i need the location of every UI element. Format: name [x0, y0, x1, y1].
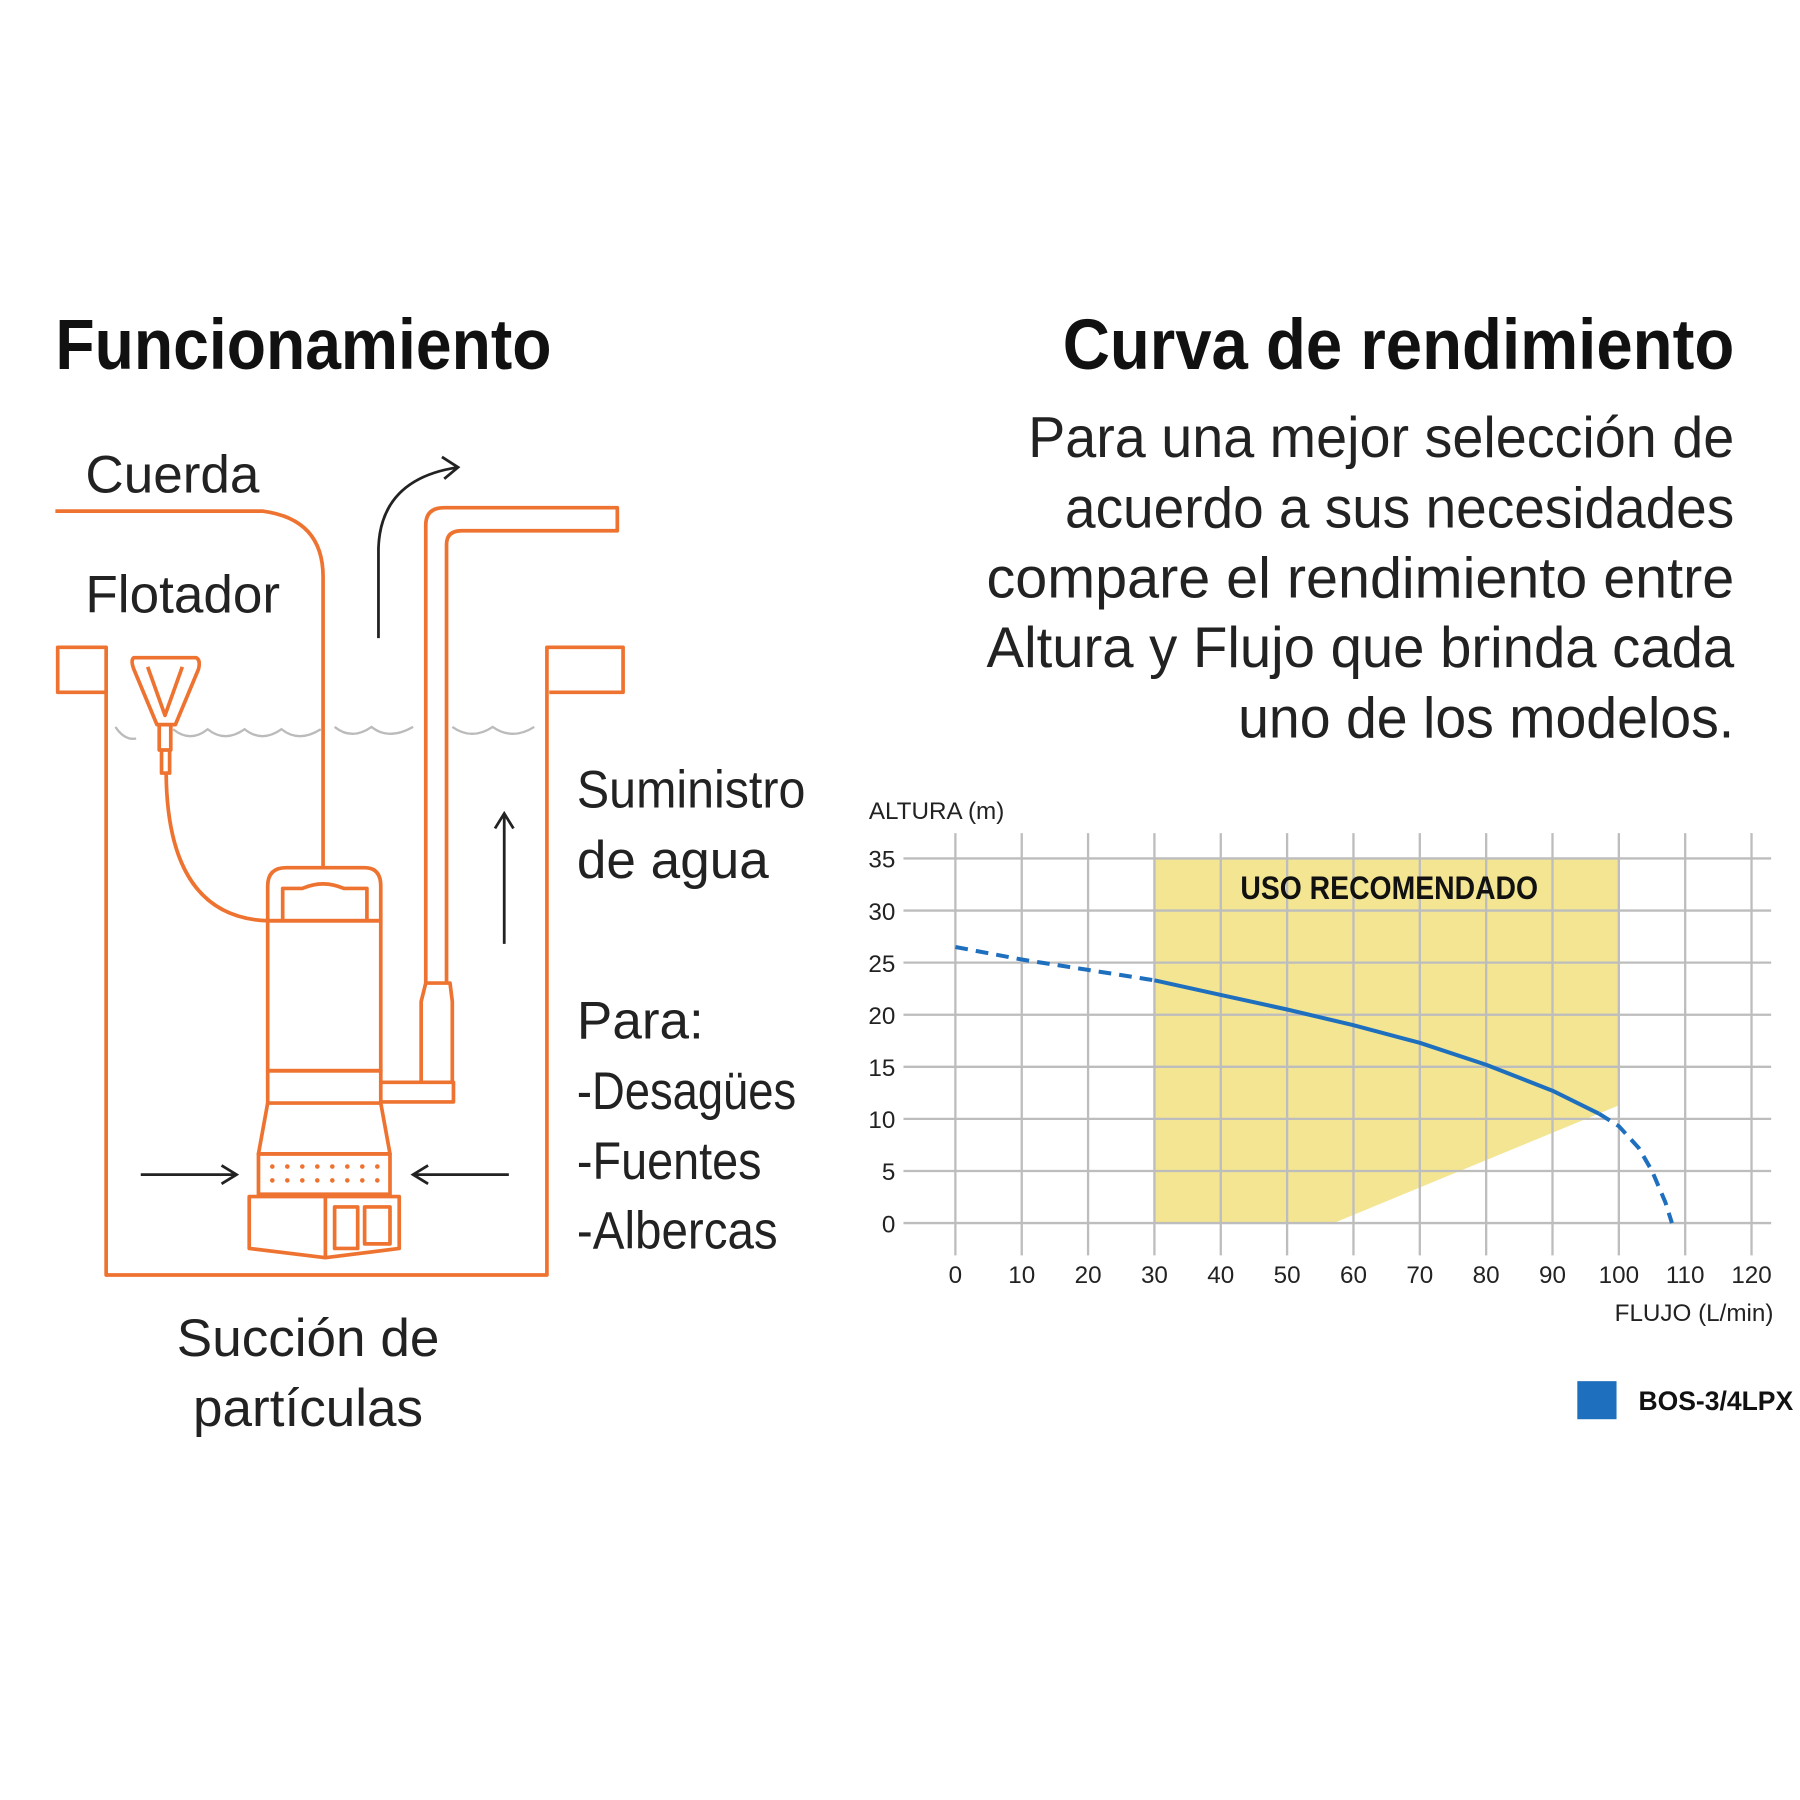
description-line: compare el rendimiento entre — [987, 547, 1735, 611]
intake-grille — [270, 1164, 380, 1183]
x-tick-label: 50 — [1274, 1262, 1301, 1289]
water-surface — [114, 725, 535, 740]
use-item: -Albercas — [577, 1201, 778, 1260]
float-stem — [157, 724, 173, 775]
description-line: Altura y Flujo que brinda cada — [987, 616, 1736, 680]
y-tick-label: 20 — [868, 1003, 895, 1030]
label-flotador: Flotador — [85, 566, 280, 625]
label-cuerda: Cuerda — [85, 446, 260, 505]
y-tick-label: 0 — [882, 1211, 895, 1238]
float-icon — [130, 655, 202, 727]
y-tick-label: 15 — [868, 1055, 895, 1082]
right-title: Curva de rendimiento — [1063, 305, 1735, 385]
x-tick-label: 100 — [1599, 1262, 1639, 1289]
label-para: Para: — [577, 991, 704, 1050]
x-axis-label: FLUJO (L/min) — [1615, 1300, 1774, 1327]
inflow-left-arrow-icon — [410, 1164, 509, 1186]
description-line: uno de los modelos. — [1238, 686, 1734, 750]
label-succion: Succión de — [177, 1309, 440, 1368]
discharge-arrow-icon — [377, 455, 461, 639]
float-cable — [164, 773, 268, 923]
legend-label: BOS-3/4LPX — [1638, 1386, 1793, 1416]
y-axis-label: ALTURA (m) — [869, 798, 1004, 825]
label-de-agua: de agua — [577, 831, 769, 890]
curve-solid — [1153, 978, 1600, 1116]
x-tick-label: 120 — [1731, 1262, 1771, 1289]
x-tick-label: 0 — [949, 1262, 962, 1289]
x-tick-label: 20 — [1075, 1262, 1102, 1289]
y-tick-label: 5 — [882, 1159, 895, 1186]
recommended-zone-area — [1154, 858, 1619, 1224]
y-tick-label: 10 — [868, 1107, 895, 1134]
legend-swatch — [1577, 1381, 1617, 1420]
x-tick-label: 30 — [1141, 1262, 1168, 1289]
series-curve — [955, 944, 1674, 1224]
use-item: -Desagües — [577, 1062, 796, 1121]
inflow-right-arrow-icon — [140, 1164, 240, 1186]
up-arrow-icon — [493, 810, 515, 944]
description-line: acuerdo a sus necesidades — [1065, 476, 1734, 540]
label-particulas: partículas — [193, 1379, 423, 1438]
description-line: Para una mejor selección de — [1028, 406, 1734, 470]
legend: BOS-3/4LPX — [1577, 1381, 1793, 1420]
recommended-zone — [1154, 858, 1619, 1224]
x-tick-label: 10 — [1008, 1262, 1035, 1289]
performance-chart: USO RECOMENDADO 0 5 10 15 20 25 30 35 0 10 20 30 40 5… — [868, 798, 1793, 1420]
rope-line — [55, 509, 325, 868]
x-tick-label: 80 — [1473, 1262, 1500, 1289]
chart-grid — [903, 833, 1772, 1256]
left-title: Funcionamiento — [55, 305, 551, 385]
use-item: -Fuentes — [577, 1132, 762, 1191]
curve-dashed-start — [955, 944, 1155, 983]
tick-labels: 0 5 10 15 20 25 30 35 0 10 20 30 40 50 60 70 80 90 100 110 1… — [868, 847, 1771, 1289]
x-tick-label: 40 — [1207, 1262, 1234, 1289]
y-tick-label: 30 — [868, 899, 895, 926]
pump-diagram — [55, 455, 625, 1277]
x-tick-label: 60 — [1340, 1262, 1367, 1289]
pump-icon — [247, 505, 620, 1260]
x-tick-label: 70 — [1406, 1262, 1433, 1289]
x-tick-label: 110 — [1666, 1262, 1705, 1289]
label-suministro: Suministro — [577, 761, 805, 820]
tank-outline — [55, 645, 625, 1277]
x-tick-label: 90 — [1539, 1262, 1566, 1289]
recommended-zone-label: USO RECOMENDADO — [1240, 870, 1538, 906]
y-tick-label: 35 — [868, 847, 895, 874]
curve-dashed-end — [1597, 1111, 1674, 1224]
y-tick-label: 25 — [868, 951, 895, 978]
